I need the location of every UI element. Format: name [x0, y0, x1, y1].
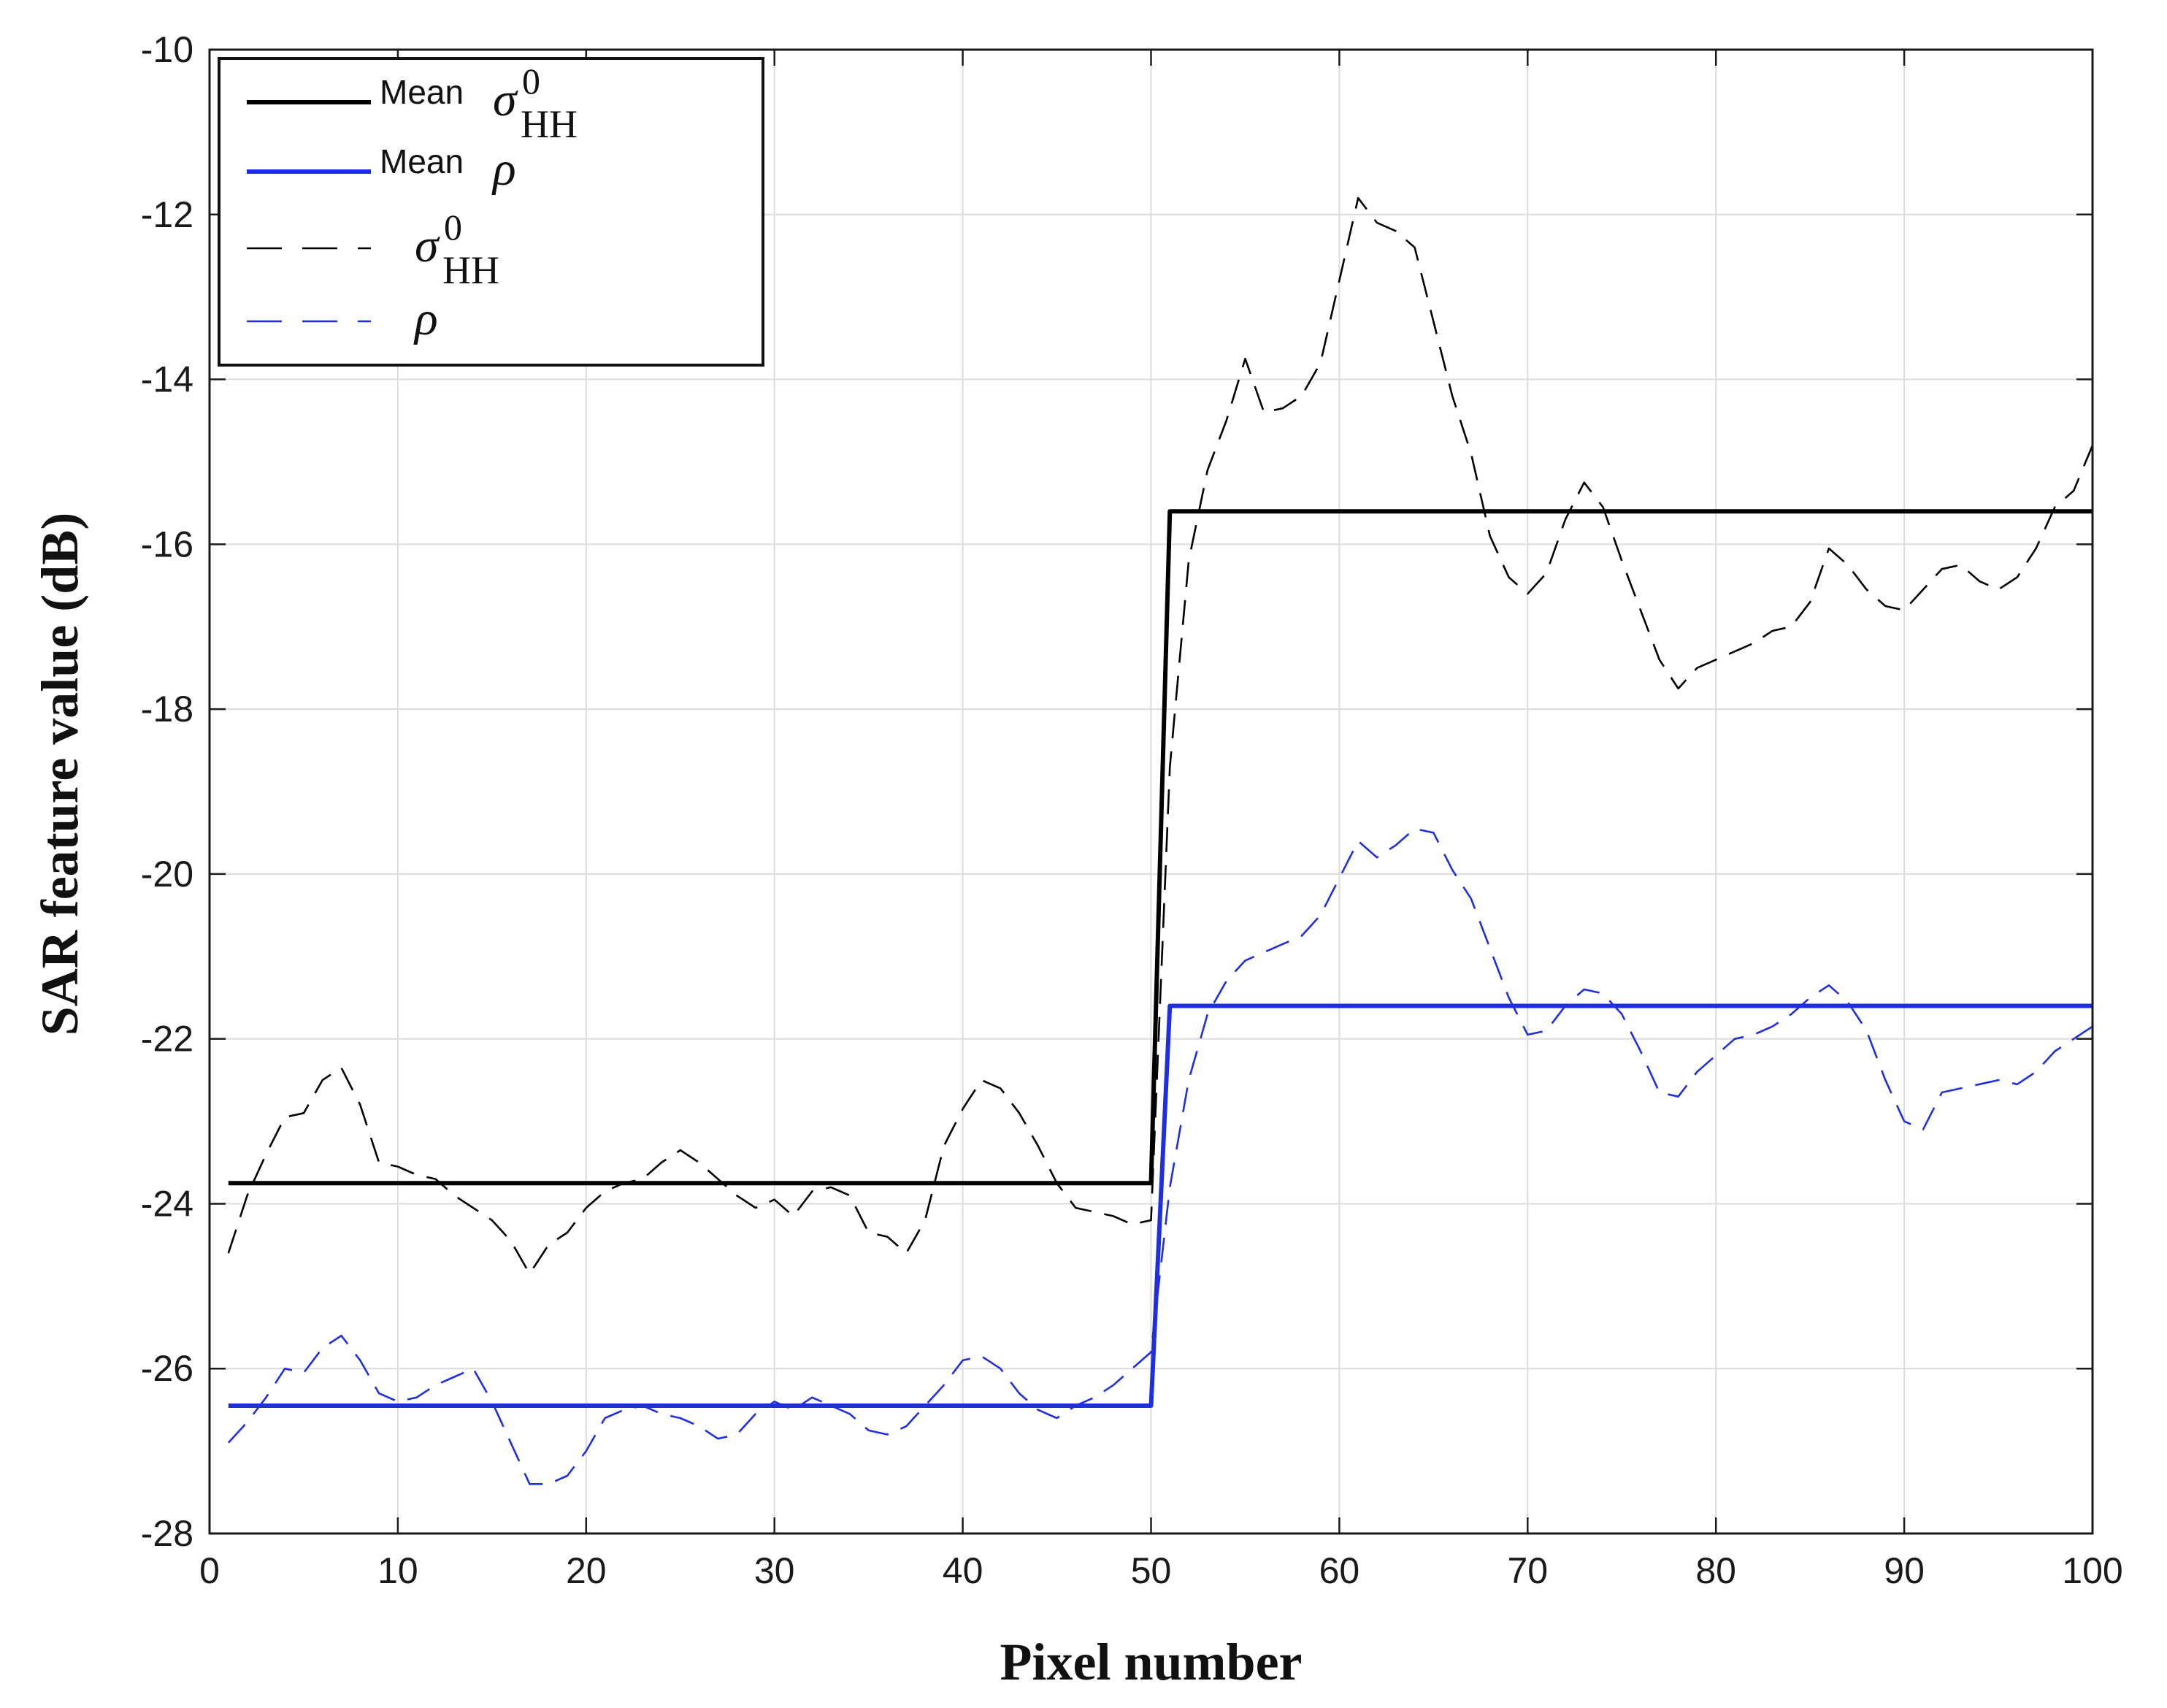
tick-labels: 0 10 20 30 40 50 60 70 80 90 100 -28 -26 -24 -22 -20 -18… — [141, 29, 2123, 1591]
y-tick-label: -22 — [141, 1019, 193, 1060]
x-tick-label: 80 — [1695, 1550, 1736, 1591]
plot-series — [227, 196, 2094, 1485]
series-line-dashed-blue — [227, 827, 2093, 1485]
x-tick-label: 0 — [199, 1550, 220, 1591]
x-axis-title: Pixel number — [1000, 1633, 1303, 1691]
series-line-mean-blue — [228, 1003, 2093, 1408]
y-tick-label: -18 — [141, 689, 193, 729]
x-tick-label: 40 — [943, 1550, 983, 1591]
y-tick-label: -12 — [141, 194, 193, 235]
x-tick-label: 20 — [566, 1550, 607, 1591]
y-tick-label: -28 — [141, 1513, 193, 1554]
legend-subscript: HH — [521, 102, 578, 146]
x-tick-label: 70 — [1507, 1550, 1548, 1591]
legend-box — [218, 57, 764, 367]
legend-superscript: 0 — [522, 61, 540, 102]
legend-label: Mean — [380, 73, 464, 111]
plot-area-frame — [208, 48, 2094, 1535]
series-line-dashed-black — [227, 196, 2094, 1275]
y-axis-title: SAR feature value (dB) — [31, 513, 89, 1036]
legend-symbol: σ — [415, 219, 440, 272]
legend-superscript: 0 — [444, 207, 462, 248]
x-tick-label: 100 — [2062, 1550, 2122, 1591]
grid-lines — [210, 50, 2093, 1533]
x-tick-label: 60 — [1319, 1550, 1360, 1591]
y-tick-label: -14 — [141, 359, 193, 400]
legend-subscript: HH — [442, 248, 499, 292]
legend-symbol: ρ — [413, 292, 438, 345]
y-tick-label: -10 — [141, 29, 193, 70]
x-tick-label: 90 — [1884, 1550, 1925, 1591]
series-line-mean-black — [228, 509, 2093, 1186]
x-tick-label: 10 — [377, 1550, 418, 1591]
y-tick-label: -16 — [141, 524, 193, 564]
x-tick-label: 50 — [1131, 1550, 1172, 1591]
legend-symbol: ρ — [491, 142, 516, 196]
legend-symbol: σ — [493, 73, 518, 126]
legend-label: Mean — [380, 142, 464, 180]
y-tick-label: -24 — [141, 1183, 193, 1224]
y-tick-label: -26 — [141, 1348, 193, 1389]
x-tick-label: 30 — [754, 1550, 795, 1591]
y-tick-label: -20 — [141, 854, 193, 895]
